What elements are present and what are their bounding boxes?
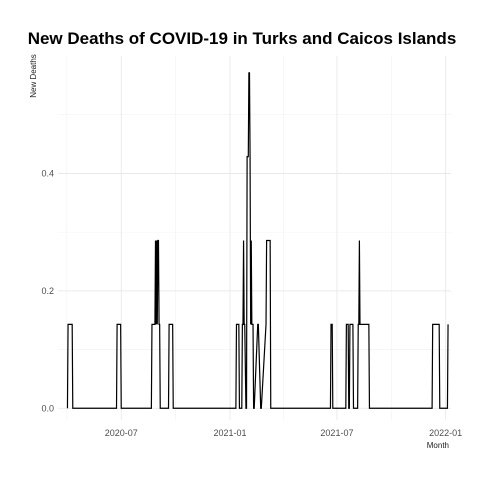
y-tick-label: 0.2 [41,286,54,296]
y-tick-label: 0.4 [41,168,54,178]
gridlines [58,56,451,420]
x-axis-title: Month [427,441,449,450]
x-tick-label: 2022-01 [429,428,462,438]
x-tick-label: 2021-01 [213,428,246,438]
tick-labels: 0.0 0.2 0.4 2020-07 2021-01 2021-07 2022-01 [41,168,462,438]
y-tick-label: 0.0 [41,403,54,413]
chart-title: New Deaths of COVID-19 in Turks and Caic… [28,29,457,48]
x-tick-label: 2020-07 [105,428,138,438]
series-line [66,72,449,409]
y-axis-title: New Deaths [29,54,38,98]
series-layer [66,72,449,409]
x-tick-label: 2021-07 [320,428,353,438]
